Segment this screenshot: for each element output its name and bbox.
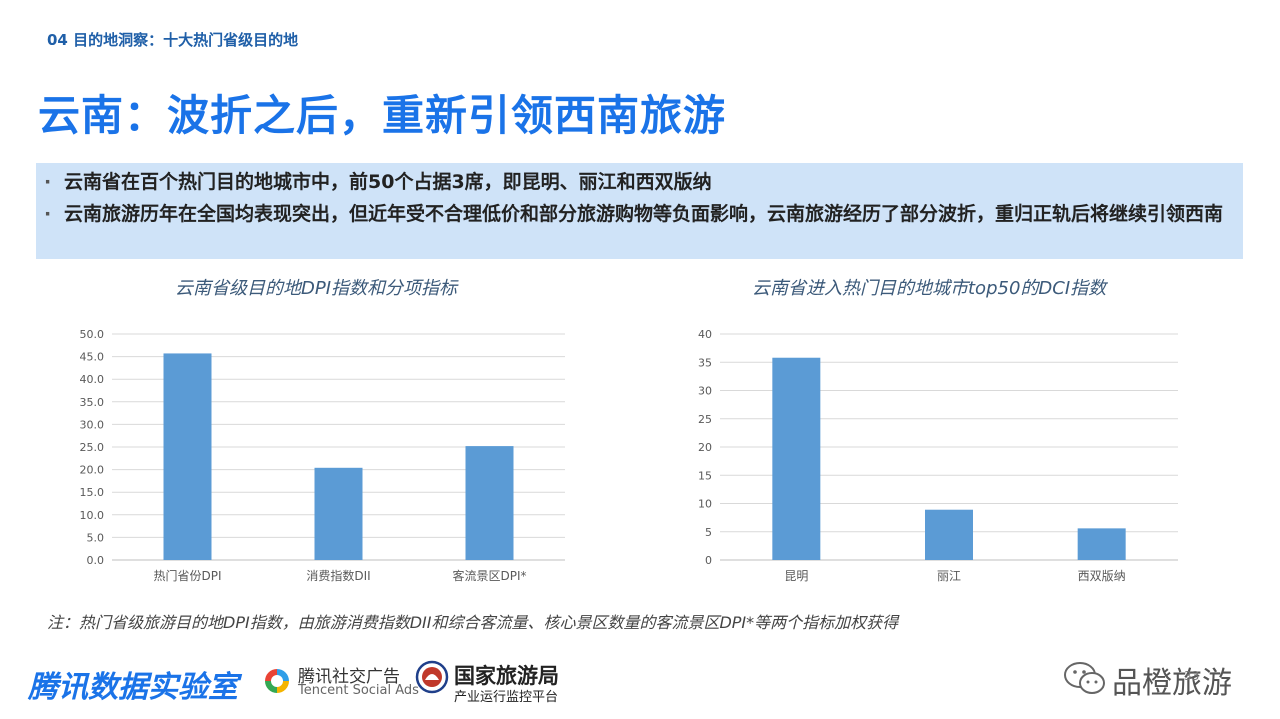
page-number: 33 xyxy=(1184,669,1200,683)
cnta-name: 国家旅游局 xyxy=(454,664,559,688)
cnta-emblem-icon xyxy=(415,660,449,694)
bar xyxy=(925,509,973,560)
bullet-dot: · xyxy=(44,171,52,193)
y-tick-label: 45.0 xyxy=(80,351,105,364)
x-tick-label: 客流景区DPI* xyxy=(452,568,526,583)
bar xyxy=(163,353,212,560)
bar xyxy=(1077,528,1126,560)
page-title: 云南：波折之后，重新引领西南旅游 xyxy=(38,91,727,140)
y-tick-label: 0 xyxy=(705,554,712,567)
y-tick-label: 40 xyxy=(698,328,712,341)
y-tick-label: 5.0 xyxy=(87,531,105,544)
tencent-data-lab-logo: 腾讯数据实验室 xyxy=(28,670,238,705)
dci-bar-chart: 0 5 10 15 20 25 30 35 40 昆明 丽江 西双版纳 xyxy=(698,328,1178,583)
cnta-subtitle: 产业运行监控平台 xyxy=(454,690,559,705)
tencent-social-ads-name: 腾讯社交广告 xyxy=(298,667,400,687)
bar xyxy=(314,467,363,560)
y-tick-label: 35.0 xyxy=(80,396,105,409)
dpi-bar-chart: 0.0 5.0 10.0 15.0 20.0 25.0 30.0 35.0 40.0 45.0 50… xyxy=(80,328,565,583)
chart-title-right: 云南省进入热门目的地城市top50的DCI指数 xyxy=(752,278,1107,299)
y-tick-label: 15 xyxy=(698,469,712,482)
y-tick-label: 10 xyxy=(698,498,712,511)
bullet-text: 云南旅游历年在全国均表现突出，但近年受不合理低价和部分旅游购物等负面影响，云南旅… xyxy=(64,203,1224,225)
y-tick-label: 20.0 xyxy=(80,464,105,477)
bullet-item: · 云南省在百个热门目的地城市中，前50个占据3席，即昆明、丽江和西双版纳 xyxy=(44,169,1233,196)
y-tick-label: 5 xyxy=(705,526,712,539)
x-tick-label: 昆明 xyxy=(784,569,808,583)
x-tick-label: 丽江 xyxy=(937,569,961,583)
y-tick-label: 30 xyxy=(698,385,712,398)
y-tick-label: 40.0 xyxy=(80,373,105,386)
y-tick-label: 25.0 xyxy=(80,441,105,454)
y-tick-label: 10.0 xyxy=(80,509,105,522)
y-tick-label: 15.0 xyxy=(80,486,105,499)
y-tick-label: 25 xyxy=(698,413,712,426)
footer: 腾讯数据实验室 腾讯社交广告 Tencent Social Ads 国家旅游局 … xyxy=(0,652,1280,719)
bullet-dot: · xyxy=(44,203,52,225)
y-tick-label: 0.0 xyxy=(87,554,105,567)
wechat-icon xyxy=(1064,662,1105,694)
bullet-text: 云南省在百个热门目的地城市中，前50个占据3席，即昆明、丽江和西双版纳 xyxy=(64,171,712,193)
y-tick-label: 30.0 xyxy=(80,418,105,431)
x-tick-label: 西双版纳 xyxy=(1078,569,1126,583)
y-tick-label: 20 xyxy=(698,441,712,454)
section-label: 04 目的地洞察：十大热门省级目的地 xyxy=(47,31,299,49)
x-tick-label: 消费指数DII xyxy=(306,568,370,583)
bullet-box: · 云南省在百个热门目的地城市中，前50个占据3席，即昆明、丽江和西双版纳 · … xyxy=(36,163,1243,259)
tencent-social-ads-icon xyxy=(265,669,289,693)
bar xyxy=(465,446,514,560)
y-tick-label: 50.0 xyxy=(80,328,105,341)
x-tick-label: 热门省份DPI xyxy=(153,568,221,583)
chart-title-left: 云南省级目的地DPI指数和分项指标 xyxy=(175,278,458,299)
bullet-item: · 云南旅游历年在全国均表现突出，但近年受不合理低价和部分旅游购物等负面影响，云… xyxy=(44,201,1233,228)
footnote: 注：热门省级旅游目的地DPI指数，由旅游消费指数DII和综合客流量、核心景区数量… xyxy=(47,613,899,632)
tencent-social-ads-name-en: Tencent Social Ads xyxy=(298,683,419,698)
bar xyxy=(772,357,821,560)
y-tick-label: 35 xyxy=(698,356,712,369)
wechat-account-name: 品橙旅游 xyxy=(1112,666,1232,701)
